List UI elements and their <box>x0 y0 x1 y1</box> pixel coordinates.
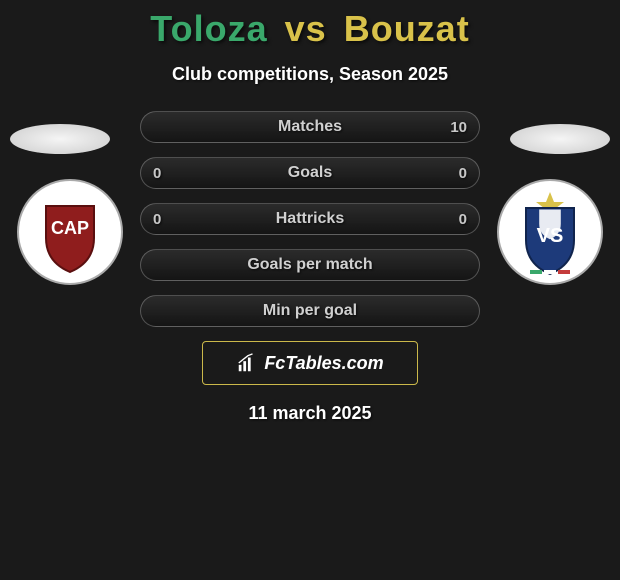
club-badge-right: VS <box>496 178 604 286</box>
stat-label: Hattricks <box>276 210 344 228</box>
chart-icon <box>236 352 258 374</box>
stat-label: Min per goal <box>263 302 357 320</box>
badge-left-letters: CAP <box>51 218 89 238</box>
stat-left-value: 0 <box>141 204 173 234</box>
date: 11 march 2025 <box>0 403 620 424</box>
player2-name: Bouzat <box>344 8 470 49</box>
watermark: FcTables.com <box>202 341 418 385</box>
stat-left-value <box>141 250 165 280</box>
stat-left-value: 0 <box>141 158 173 188</box>
club-badge-left: CAP <box>16 178 124 286</box>
stat-left-value <box>141 112 165 142</box>
subtitle: Club competitions, Season 2025 <box>0 64 620 85</box>
stat-row-goals-per-match: Goals per match <box>140 249 480 281</box>
stat-right-value <box>455 250 479 280</box>
stat-right-value: 0 <box>447 204 479 234</box>
stat-right-value <box>455 296 479 326</box>
vs-separator: vs <box>285 8 327 49</box>
stat-right-value: 0 <box>447 158 479 188</box>
stat-label: Goals <box>288 164 332 182</box>
comparison-title: Toloza vs Bouzat <box>0 0 620 50</box>
stat-row-min-per-goal: Min per goal <box>140 295 480 327</box>
badge-right-letters: VS <box>537 225 564 247</box>
stat-label: Goals per match <box>247 256 372 274</box>
stats-container: Matches 10 0 Goals 0 0 Hattricks 0 Goals… <box>140 111 480 327</box>
stat-label: Matches <box>278 118 342 136</box>
country-flag-left <box>10 124 110 154</box>
stat-row-hattricks: 0 Hattricks 0 <box>140 203 480 235</box>
stat-left-value <box>141 296 165 326</box>
stat-row-matches: Matches 10 <box>140 111 480 143</box>
stat-right-value: 10 <box>438 112 479 142</box>
stat-row-goals: 0 Goals 0 <box>140 157 480 189</box>
watermark-text: FcTables.com <box>264 353 383 374</box>
country-flag-right <box>510 124 610 154</box>
player1-name: Toloza <box>150 8 267 49</box>
